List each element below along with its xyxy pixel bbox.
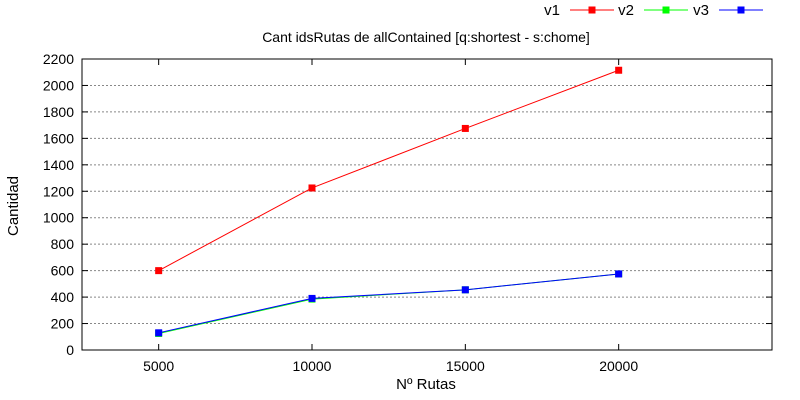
y-tick-label: 600 — [51, 263, 75, 279]
data-point-v1 — [155, 267, 163, 275]
data-point-v1 — [461, 124, 469, 132]
x-tick-label: 20000 — [599, 358, 638, 374]
legend-swatch-marker-v1 — [588, 6, 596, 14]
y-tick-label: 1000 — [43, 210, 74, 226]
legend: v1 v2 v3 — [544, 2, 763, 19]
legend-label-v3: v3 — [693, 2, 709, 19]
series-line-v1 — [158, 69, 619, 272]
x-tick-label: 5000 — [143, 358, 174, 374]
y-tick-label: 800 — [51, 236, 75, 252]
data-point-v1 — [308, 184, 316, 192]
y-tick-label: 2200 — [43, 51, 74, 67]
data-point-v1 — [615, 66, 623, 74]
y-tick-label: 200 — [51, 316, 75, 332]
legend-label-v1: v1 — [544, 2, 560, 19]
y-tick-label: 1800 — [43, 104, 74, 120]
chart-title: Cant idsRutas de allContained [q:shortes… — [262, 29, 590, 45]
legend-swatch-marker-v2 — [662, 6, 670, 14]
x-axis-label: Nº Rutas — [396, 376, 456, 393]
data-point-v3 — [615, 270, 623, 278]
y-axis-label: Cantidad — [5, 176, 22, 236]
series-line-v2 — [158, 273, 619, 334]
y-tick-label: 2000 — [43, 77, 74, 93]
legend-swatch-marker-v3 — [737, 6, 745, 14]
data-point-v3 — [155, 329, 163, 337]
series-lines — [155, 66, 623, 337]
series-line-v3 — [158, 273, 619, 334]
x-tick-label: 15000 — [446, 358, 485, 374]
data-point-v3 — [308, 294, 316, 302]
x-axis-ticks: 5000 10000 15000 20000 — [143, 59, 638, 374]
x-tick-label: 10000 — [293, 358, 332, 374]
data-point-v3 — [461, 286, 469, 294]
y-tick-label: 400 — [51, 289, 75, 305]
y-tick-label: 0 — [66, 342, 74, 358]
legend-label-v2: v2 — [618, 2, 634, 19]
y-axis-ticks: 0 200 400 600 800 1000 1200 1400 1600 1800 2000 220… — [43, 51, 772, 358]
y-tick-label: 1600 — [43, 130, 74, 146]
plot-area-frame — [81, 58, 773, 351]
grid-lines — [82, 84, 772, 325]
y-tick-label: 1200 — [43, 183, 74, 199]
y-tick-label: 1400 — [43, 157, 74, 173]
